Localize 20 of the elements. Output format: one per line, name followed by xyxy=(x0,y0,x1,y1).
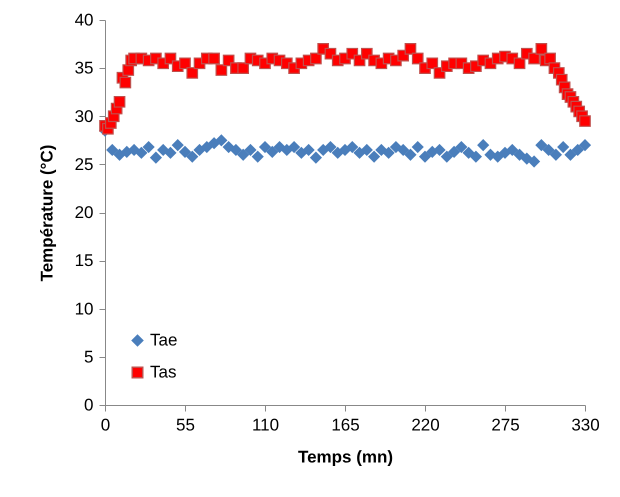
x-tick-label: 0 xyxy=(100,416,110,434)
x-tick-label: 55 xyxy=(176,416,195,434)
x-tick-label: 330 xyxy=(571,416,600,434)
y-tick-label: 35 xyxy=(74,58,94,78)
y-tick-label: 0 xyxy=(84,396,94,414)
x-tick-label: 165 xyxy=(331,416,360,434)
y-tick-label: 30 xyxy=(74,106,94,126)
x-tick-label: 220 xyxy=(411,416,440,434)
y-tick-label: 20 xyxy=(74,203,94,222)
y-tick-label: 25 xyxy=(74,154,94,174)
x-tick-label: 275 xyxy=(491,416,520,434)
y-tick-label: 40 xyxy=(74,10,94,30)
x-axis-title: Temps (mn) xyxy=(298,448,394,466)
legend-label: Tae xyxy=(150,330,178,350)
y-tick-label: 15 xyxy=(74,251,94,270)
x-tick-label: 110 xyxy=(252,416,280,434)
legend-label: Tas xyxy=(150,362,176,382)
y-tick-label: 10 xyxy=(74,299,94,318)
y-tick-label: 5 xyxy=(84,347,94,366)
y-axis-title: Température (°C) xyxy=(38,144,57,282)
